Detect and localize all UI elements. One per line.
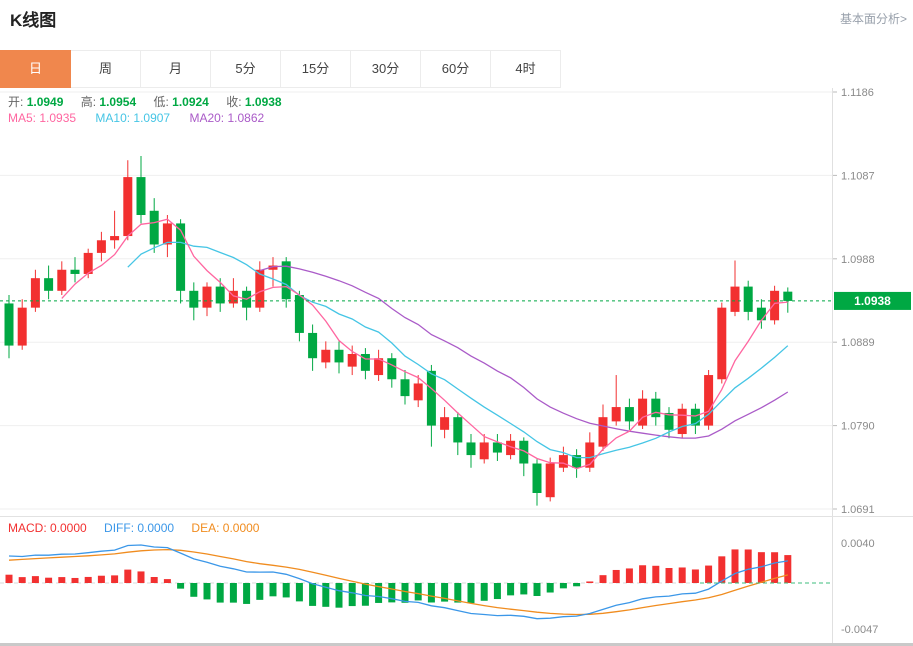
- ohlc-legend: 开: 1.0949 高: 1.0954 低: 1.0924 收: 1.0938: [8, 93, 296, 110]
- ma20-legend: MA20: 1.0862: [189, 111, 265, 125]
- ma10-line: [127, 241, 789, 459]
- high-item: 高: 1.0954: [81, 95, 136, 109]
- current-price-tag: 1.0938: [834, 291, 911, 310]
- high-value: 1.0954: [99, 95, 137, 109]
- svg-text:1.0889: 1.0889: [841, 337, 875, 349]
- open-item: 开: 1.0949: [8, 95, 63, 109]
- macd-legend: MACD: 0.0000 DIFF: 0.0000 DEA: 0.0000: [8, 521, 273, 535]
- tab-5min[interactable]: 5分: [211, 50, 281, 88]
- page-title: K线图: [10, 11, 57, 30]
- tab-day[interactable]: 日: [0, 50, 71, 88]
- kline-chart-canvas[interactable]: 1.1186 1.1087 1.0988 1.0889 1.0790 1.0691 1.09…: [0, 88, 913, 516]
- open-label: 开:: [8, 95, 24, 109]
- tab-30min[interactable]: 30分: [351, 50, 421, 88]
- open-value: 1.0949: [26, 95, 64, 109]
- svg-text:1.0790: 1.0790: [841, 421, 875, 433]
- candles-layer: [4, 156, 793, 506]
- timeframe-tabs: 日周月 5分 15分 30分 60分 4时: [0, 50, 561, 88]
- ma5-legend: MA5: 1.0935: [8, 111, 77, 125]
- svg-text:1.0988: 1.0988: [841, 254, 875, 266]
- svg-text:-0.0047: -0.0047: [841, 624, 878, 636]
- tab-15min[interactable]: 15分: [281, 50, 351, 88]
- macd-value: MACD: 0.0000: [8, 521, 87, 535]
- svg-text:1.1186: 1.1186: [841, 88, 874, 99]
- grid-layer: 1.1186 1.1087 1.0988 1.0889 1.0790 1.0691: [0, 88, 875, 516]
- svg-text:1.1087: 1.1087: [841, 170, 875, 182]
- low-item: 低: 1.0924: [153, 95, 208, 109]
- ma10-legend: MA10: 1.0907: [95, 111, 171, 125]
- ma-legend: MA5: 1.0935 MA10: 1.0907 MA20: 1.0862: [8, 111, 280, 125]
- tab-week[interactable]: 周: [71, 50, 141, 88]
- macd-chart-canvas[interactable]: 0.0040 -0.0047: [0, 517, 913, 645]
- macd-histogram: [5, 549, 792, 608]
- low-value: 1.0924: [172, 95, 209, 109]
- ma20-line: [259, 265, 789, 439]
- header: K线图 基本面分析>: [0, 0, 913, 50]
- diff-value: DIFF: 0.0000: [104, 521, 175, 535]
- low-label: 低:: [153, 95, 169, 109]
- main-chart-panel: 开: 1.0949 高: 1.0954 低: 1.0924 收: 1.0938 …: [0, 88, 913, 516]
- macd-panel: MACD: 0.0000 DIFF: 0.0000 DEA: 0.0000 0.…: [0, 516, 913, 645]
- tab-4hour[interactable]: 4时: [491, 50, 561, 88]
- fundamental-analysis-link[interactable]: 基本面分析>: [839, 12, 907, 26]
- svg-text:1.0691: 1.0691: [841, 504, 875, 516]
- dea-value: DEA: 0.0000: [191, 521, 260, 535]
- dea-line: [8, 548, 788, 616]
- close-value: 1.0938: [244, 95, 282, 109]
- high-label: 高:: [80, 95, 97, 109]
- ma5-line: [61, 218, 788, 470]
- close-label: 收:: [226, 95, 242, 109]
- tab-60min[interactable]: 60分: [421, 50, 491, 88]
- diff-line: [8, 544, 788, 620]
- close-item: 收: 1.0938: [226, 95, 281, 109]
- tab-month[interactable]: 月: [141, 50, 211, 88]
- svg-text:0.0040: 0.0040: [841, 538, 875, 550]
- svg-text:1.0938: 1.0938: [854, 294, 891, 308]
